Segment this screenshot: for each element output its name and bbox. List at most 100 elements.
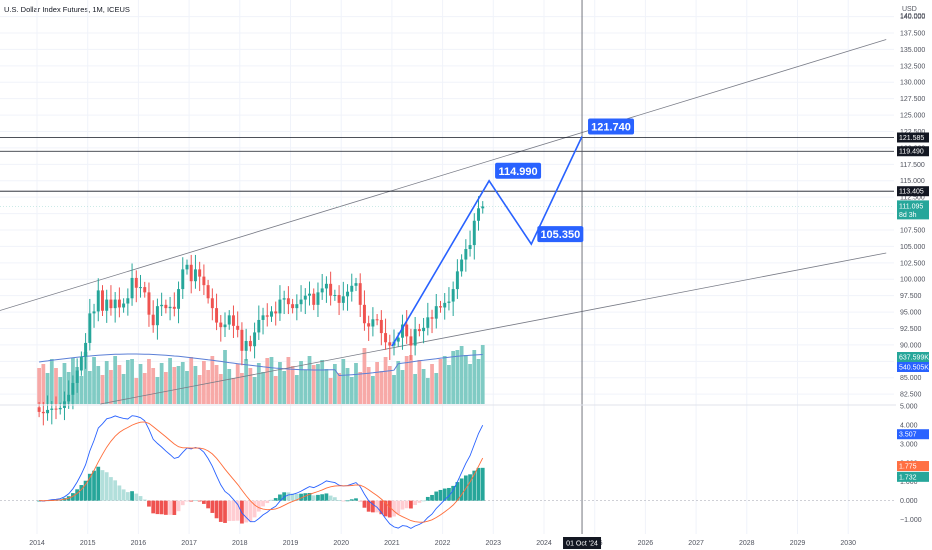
macd-histogram-bar	[218, 500, 223, 522]
price-tick-label: 90.000	[900, 342, 922, 349]
volume-bar	[282, 371, 287, 404]
macd-histogram-bar	[286, 492, 291, 501]
candle-body	[303, 295, 307, 300]
macd-histogram-bar	[235, 500, 240, 521]
candle-body	[308, 293, 311, 296]
candle-body	[362, 304, 366, 324]
macd-histogram-bar	[252, 500, 257, 518]
channel-lower-line	[100, 252, 887, 405]
volume-bar	[58, 377, 63, 404]
candle-body	[422, 327, 426, 332]
candle-body	[84, 342, 88, 357]
macd-histogram-bar	[337, 500, 341, 501]
macd-histogram-bar	[79, 485, 84, 501]
macd-histogram-bar	[421, 500, 426, 502]
macd-histogram-bar	[345, 500, 350, 502]
candle-body	[96, 290, 100, 312]
volume-bar	[227, 369, 232, 404]
time-tick-label: 2014	[29, 540, 45, 547]
time-tick-label: 2030	[840, 540, 856, 547]
macd-histogram-bar	[231, 500, 236, 521]
candle-body	[71, 382, 75, 395]
candle-body	[147, 292, 151, 315]
volume-bar	[320, 360, 325, 404]
candle-body	[270, 311, 273, 317]
macd-histogram-bar	[354, 498, 358, 501]
macd-histogram-bar	[349, 499, 354, 501]
volume-bar	[337, 373, 341, 404]
macd-histogram-bar	[261, 500, 265, 507]
candle-body	[143, 287, 147, 293]
candle-body	[181, 269, 185, 290]
volume-bar	[409, 355, 413, 404]
macd-histogram-bar	[396, 500, 401, 515]
candle-body	[274, 311, 278, 314]
candle-body	[481, 206, 485, 209]
volume-bar	[147, 359, 151, 404]
candle-body	[58, 407, 62, 410]
macd-histogram-bar	[311, 495, 316, 501]
candle-body	[219, 322, 223, 328]
price-tick-label: 127.500	[900, 96, 925, 103]
price-axis-bg	[896, 0, 932, 550]
macd-histogram-bar	[163, 500, 168, 515]
crosshair-date-label: 01 Oct '24	[566, 541, 598, 548]
projection-label-box	[537, 226, 584, 243]
time-tick-label: 2017	[181, 540, 197, 547]
macd-histogram-bar	[202, 500, 206, 504]
candle-body	[155, 306, 159, 326]
candle-body	[105, 299, 109, 311]
macd-histogram-bar	[387, 500, 392, 518]
candle-body	[168, 306, 172, 309]
volume-bar	[117, 365, 122, 404]
signal-badge-box	[897, 461, 929, 472]
projection-path	[391, 136, 583, 347]
last-price-box	[897, 200, 929, 220]
candle-body	[122, 303, 126, 308]
time-tick-label: 2023	[486, 540, 502, 547]
candle-body	[177, 289, 181, 309]
candle-body	[37, 407, 41, 412]
volume-bar	[104, 361, 109, 404]
signal-badge: 1.775	[899, 464, 917, 471]
volume-bar	[168, 358, 172, 404]
volume-bar	[96, 366, 101, 404]
macd-histogram-bar	[265, 500, 270, 504]
macd-histogram-bar	[151, 500, 156, 514]
candle-body	[324, 283, 328, 289]
macd-histogram-bar	[299, 493, 303, 501]
projection-label: 105.350	[540, 229, 580, 241]
macd-histogram-bar	[176, 500, 181, 512]
time-tick-label: 2019	[283, 540, 299, 547]
price-tick-label: 140.000	[900, 14, 925, 21]
candle-body	[185, 264, 189, 270]
volume-bar	[159, 363, 164, 404]
macd-histogram-bar	[117, 485, 122, 501]
candle-body	[189, 264, 193, 282]
time-tick-label: 2029	[790, 540, 806, 547]
price-tick-label: 85.000	[900, 375, 922, 382]
volume-bar	[328, 378, 333, 404]
level-badge-box	[897, 146, 929, 157]
macd-tick-label: 4.000	[900, 422, 918, 429]
macd-histogram-bar	[366, 500, 371, 512]
candle-body	[164, 304, 168, 309]
candle-body	[113, 299, 117, 309]
candle-body	[472, 220, 476, 246]
macd-histogram-bar	[413, 500, 418, 506]
level-badge: 113.405	[899, 189, 924, 196]
volume-bar	[451, 351, 456, 404]
volume-ma-badge: 540.505K	[899, 365, 929, 372]
candle-body	[151, 314, 155, 326]
macd-histogram-bar	[193, 500, 198, 502]
candle-body	[400, 324, 404, 338]
price-tick-label: 105.000	[900, 244, 925, 251]
volume-bar	[45, 373, 50, 404]
volume-bar	[269, 357, 274, 404]
candle-body	[379, 319, 383, 334]
macd-histogram-bar	[447, 487, 451, 501]
volume-bar	[413, 374, 418, 404]
volume-bar	[244, 359, 249, 404]
candle-body	[413, 329, 417, 346]
